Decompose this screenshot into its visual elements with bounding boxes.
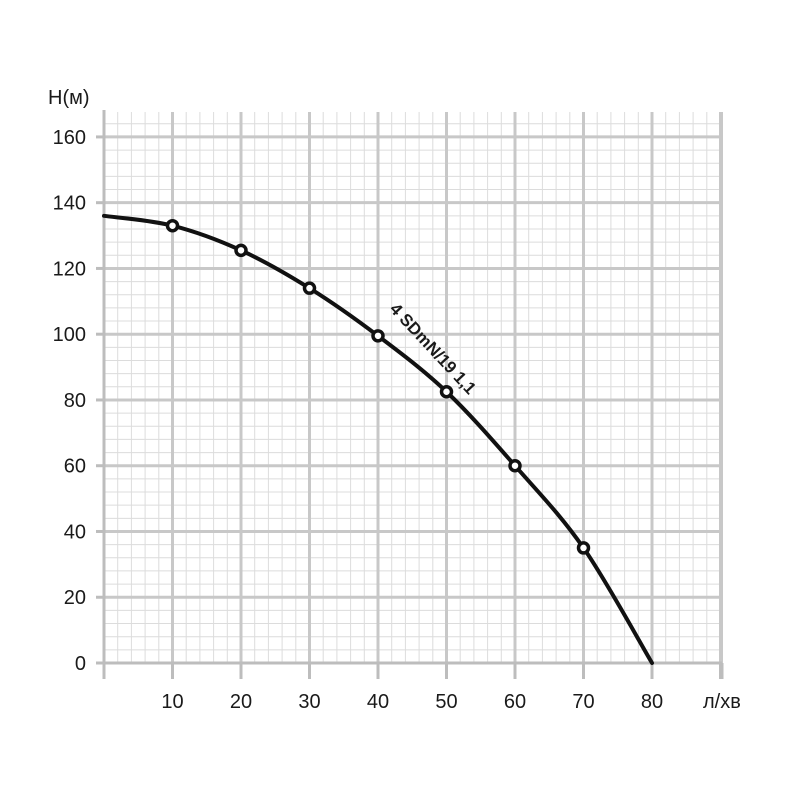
axes <box>96 110 724 679</box>
y-tick-label: 120 <box>53 258 86 280</box>
x-tick-label: 80 <box>641 691 663 713</box>
major-grid <box>104 112 723 663</box>
curve-marker <box>165 218 180 233</box>
curve-marker <box>371 329 385 343</box>
x-tick-label: 10 <box>161 691 183 713</box>
x-tick-label: 40 <box>367 691 389 713</box>
minor-grid <box>104 112 722 663</box>
y-tick-label: 0 <box>75 653 86 675</box>
y-axis-label: Н(м) <box>48 87 90 109</box>
x-tick-label: 50 <box>435 691 457 713</box>
y-tick-label: 80 <box>64 390 86 412</box>
curve-marker <box>234 243 248 258</box>
x-tick-label: 70 <box>572 691 594 713</box>
curve-marker <box>576 541 591 555</box>
y-tick-label: 40 <box>64 521 86 543</box>
x-tick-labels: 10 20 30 40 50 60 70 80 <box>161 691 663 713</box>
x-tick-label: 30 <box>298 691 320 713</box>
y-tick-labels: 0 20 40 60 80 100 120 140 160 <box>53 127 86 675</box>
y-tick-label: 160 <box>53 127 86 149</box>
y-tick-label: 20 <box>64 587 86 609</box>
x-axis-label: л/хв <box>703 691 741 713</box>
y-tick-label: 140 <box>53 193 86 215</box>
curve-marker <box>439 384 454 399</box>
y-tick-label: 60 <box>64 456 86 478</box>
curve-marker <box>508 458 522 473</box>
x-tick-label: 60 <box>504 691 526 713</box>
curve-marker <box>302 281 317 295</box>
pump-curve-line <box>102 213 654 665</box>
y-tick-label: 100 <box>53 324 86 346</box>
x-tick-label: 20 <box>230 691 252 713</box>
